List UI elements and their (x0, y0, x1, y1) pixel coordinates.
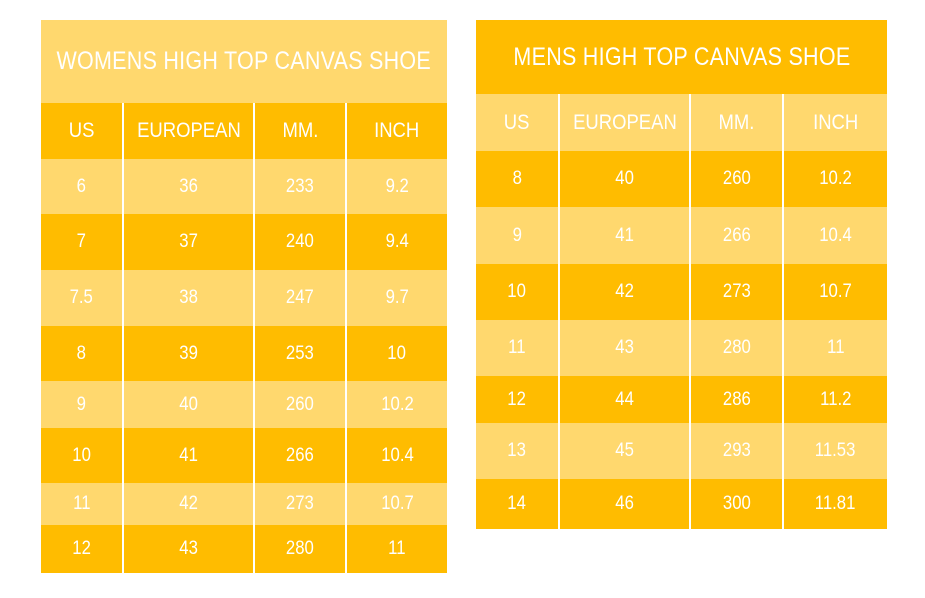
table-row: 10 42 273 10.7 (476, 264, 887, 320)
cell-mm: 280 (253, 525, 346, 573)
cell-mm: 253 (253, 326, 346, 381)
cell-european: 42 (558, 264, 690, 320)
table-row: 12 44 286 11.2 (476, 376, 887, 423)
table-row: 12 43 280 11 (41, 525, 447, 573)
cell-us: 10 (72, 444, 91, 466)
table-row: 9 40 260 10.2 (41, 381, 447, 428)
cell-inch: 11 (345, 525, 447, 573)
cell-european: 42 (122, 483, 254, 525)
table-row: 10 41 266 10.4 (41, 428, 447, 483)
mens-size-chart: MENS HIGH TOP CANVAS SHOE US EUROPEAN MM… (476, 20, 887, 529)
cell-european: 43 (558, 320, 690, 376)
cell-inch: 10.7 (345, 483, 447, 525)
cell-us: 10 (507, 281, 527, 302)
cell-european: 44 (558, 376, 690, 423)
cell-inch: 10.2 (345, 381, 447, 428)
table-row: 13 45 293 11.53 (476, 423, 887, 479)
cell-us: 9 (512, 224, 522, 246)
cell-inch: 11.81 (782, 479, 887, 529)
cell-inch: 9.4 (345, 214, 447, 270)
header-european: EUROPEAN (122, 103, 254, 159)
cell-us: 7 (76, 231, 87, 252)
mens-chart-title: MENS HIGH TOP CANVAS SHOE (512, 42, 850, 71)
cell-us: 6 (76, 175, 87, 197)
header-us: US (68, 119, 95, 142)
table-row: 7.5 38 247 9.7 (41, 270, 447, 326)
header-european: EUROPEAN (558, 94, 690, 151)
cell-european: 36 (122, 159, 254, 214)
cell-mm: 240 (253, 214, 346, 270)
cell-us: 12 (72, 538, 91, 559)
cell-mm: 300 (689, 479, 783, 529)
table-row: 7 37 240 9.4 (41, 214, 447, 270)
cell-us: 9 (76, 393, 87, 415)
header-mm: MM. (253, 103, 346, 159)
table-row: 14 46 300 11.81 (476, 479, 887, 529)
cell-european: 38 (122, 270, 254, 326)
cell-european: 45 (558, 423, 690, 479)
cell-mm: 273 (689, 264, 783, 320)
mens-header-row: US EUROPEAN MM. INCH (476, 94, 887, 151)
cell-inch: 10.4 (345, 428, 447, 483)
cell-inch: 11 (782, 320, 887, 376)
table-row: 9 41 266 10.4 (476, 207, 887, 264)
cell-mm: 233 (253, 159, 346, 214)
cell-mm: 266 (253, 428, 346, 483)
womens-size-table: US EUROPEAN MM. INCH 6 36 233 9.2 7 37 240 9.4 7… (41, 103, 447, 573)
cell-us: 7.5 (69, 287, 94, 308)
cell-european: 40 (122, 381, 254, 428)
cell-inch: 11.2 (782, 376, 887, 423)
header-us: US (504, 110, 530, 134)
cell-us: 12 (507, 388, 527, 410)
womens-size-chart: WOMENS HIGH TOP CANVAS SHOE US EUROPEAN … (41, 20, 447, 573)
cell-mm: 273 (253, 483, 346, 525)
cell-european: 40 (558, 151, 690, 207)
cell-inch: 9.7 (345, 270, 447, 326)
cell-european: 41 (122, 428, 254, 483)
cell-us: 13 (507, 440, 527, 461)
cell-european: 46 (558, 479, 690, 529)
cell-inch: 10.4 (782, 207, 887, 264)
cell-mm: 293 (689, 423, 783, 479)
cell-mm: 266 (689, 207, 783, 264)
cell-mm: 280 (689, 320, 783, 376)
table-row: 8 40 260 10.2 (476, 151, 887, 207)
womens-chart-title-bar: WOMENS HIGH TOP CANVAS SHOE (41, 20, 447, 103)
womens-chart-title: WOMENS HIGH TOP CANVAS SHOE (56, 47, 432, 75)
womens-header-row: US EUROPEAN MM. INCH (41, 103, 447, 159)
cell-inch: 10 (345, 326, 447, 381)
mens-chart-title-bar: MENS HIGH TOP CANVAS SHOE (476, 20, 887, 94)
cell-inch: 11.53 (782, 423, 887, 479)
header-mm: MM. (689, 94, 783, 151)
header-inch: INCH (782, 94, 887, 151)
cell-mm: 286 (689, 376, 783, 423)
table-row: 6 36 233 9.2 (41, 159, 447, 214)
cell-european: 37 (122, 214, 254, 270)
cell-inch: 10.7 (782, 264, 887, 320)
table-row: 11 42 273 10.7 (41, 483, 447, 525)
cell-mm: 260 (253, 381, 346, 428)
header-inch: INCH (345, 103, 447, 159)
cell-us: 14 (507, 493, 527, 514)
table-row: 8 39 253 10 (41, 326, 447, 381)
cell-inch: 9.2 (345, 159, 447, 214)
cell-mm: 260 (689, 151, 783, 207)
cell-us: 8 (512, 168, 522, 189)
cell-european: 39 (122, 326, 254, 381)
cell-inch: 10.2 (782, 151, 887, 207)
cell-mm: 247 (253, 270, 346, 326)
cell-european: 41 (558, 207, 690, 264)
cell-us: 11 (72, 493, 91, 514)
cell-us: 8 (76, 342, 87, 364)
table-row: 11 43 280 11 (476, 320, 887, 376)
cell-us: 11 (508, 337, 526, 358)
cell-european: 43 (122, 525, 254, 573)
mens-size-table: US EUROPEAN MM. INCH 8 40 260 10.2 9 41 266 10.… (476, 94, 887, 529)
